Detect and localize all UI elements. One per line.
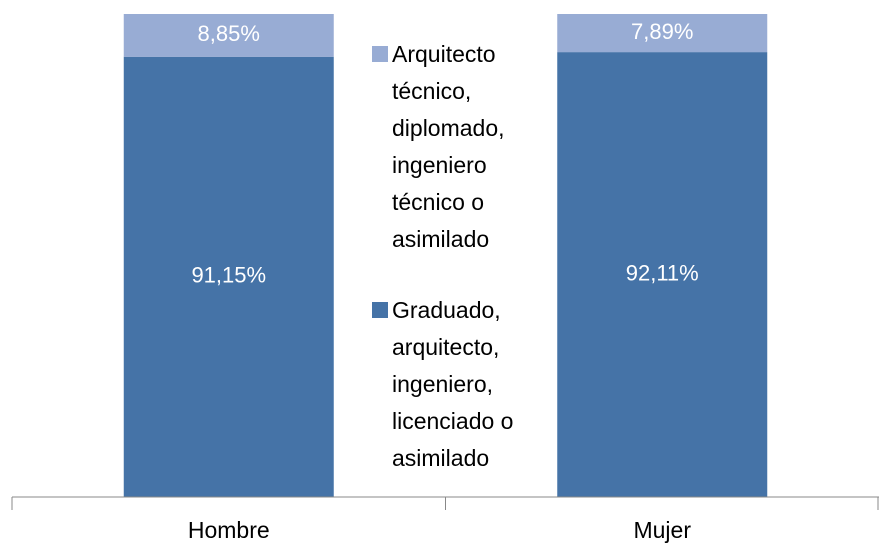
legend-item: Arquitecto técnico, diplomado, ingeniero… <box>372 36 542 258</box>
legend-swatch <box>372 46 388 62</box>
x-tick-label: Mujer <box>633 517 691 543</box>
bar-segment <box>123 14 334 57</box>
bar-segment <box>557 52 768 497</box>
data-label: 8,85% <box>198 21 260 46</box>
x-tick-label: Hombre <box>188 517 270 543</box>
data-label: 7,89% <box>631 19 693 44</box>
bar-segment <box>557 14 768 53</box>
legend-label: Arquitecto técnico, diplomado, ingeniero… <box>392 41 505 252</box>
bar-segment <box>123 56 334 498</box>
data-label: 92,11% <box>626 260 699 285</box>
data-label: 91,15% <box>191 263 266 288</box>
legend-label: Graduado, arquitecto, ingeniero, licenci… <box>392 297 514 471</box>
legend-swatch <box>372 302 388 318</box>
legend-item: Graduado, arquitecto, ingeniero, licenci… <box>372 292 542 477</box>
